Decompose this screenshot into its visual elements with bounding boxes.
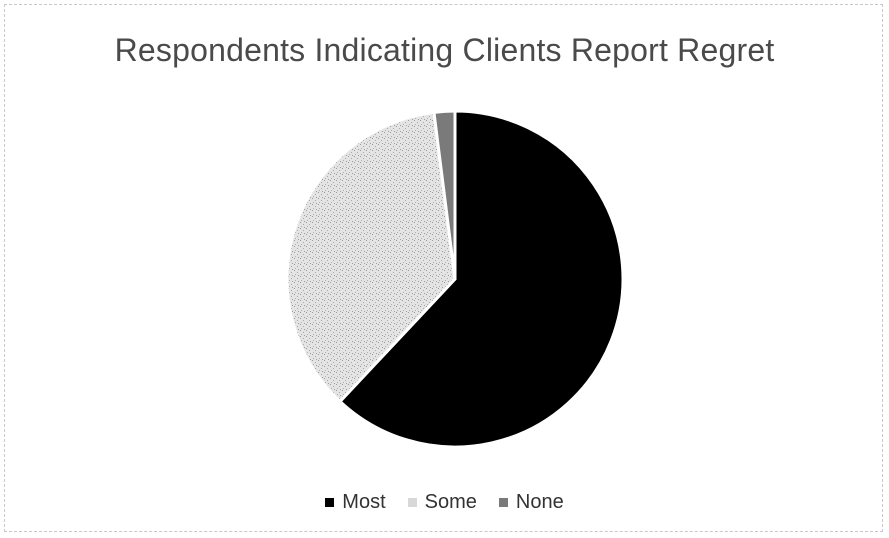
legend-swatch-none [498,497,508,507]
legend-label-most: Most [342,490,386,513]
legend-swatch-most [325,497,335,507]
legend-item-some: Some [407,490,477,514]
legend-label-some: Some [424,490,477,513]
pie-slice-some [285,110,457,404]
chart-title: Respondents Indicating Clients Report Re… [114,32,775,68]
chart-legend: Most Some None [0,488,889,516]
legend-item-none: None [498,490,564,514]
pie-slice-none [432,109,457,280]
pie-slices [285,109,625,449]
pie-slice-most [337,109,625,449]
legend-label-none: None [515,490,564,513]
legend-item-most: Most [325,490,386,514]
legend-swatch-some [407,497,417,507]
